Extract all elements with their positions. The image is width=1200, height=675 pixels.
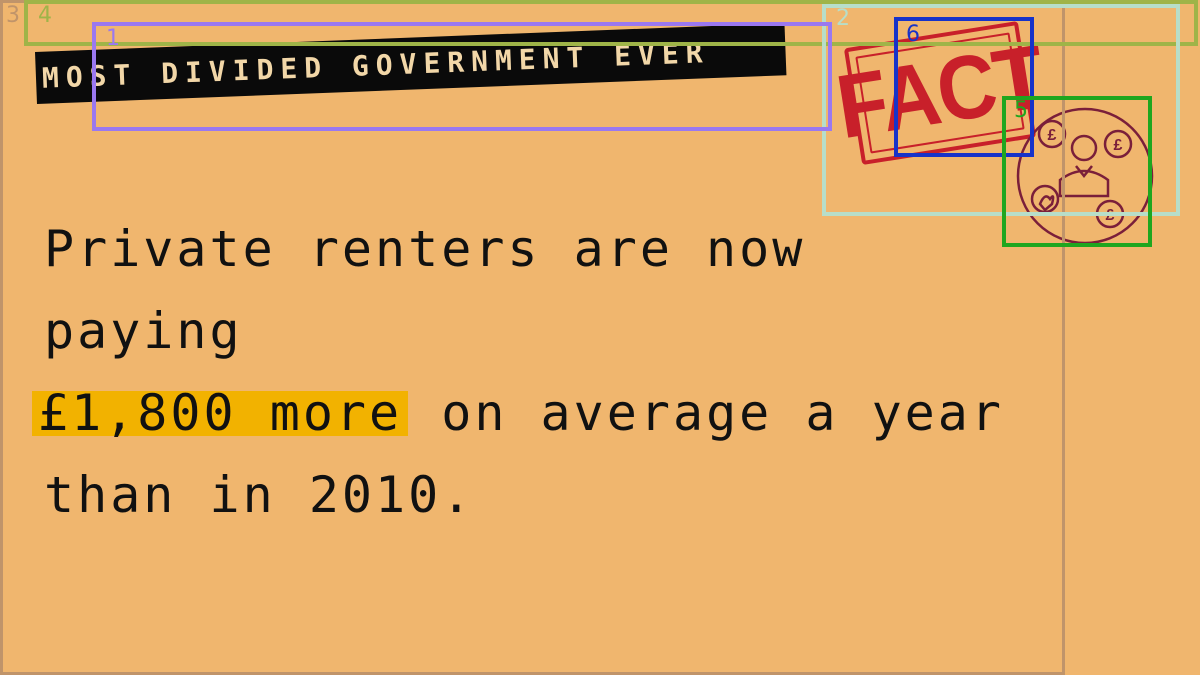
annotation-box-4 <box>24 0 1198 46</box>
annotation-label-5: 5 <box>1014 98 1028 123</box>
fact-text-before: Private renters are now paying <box>44 220 806 360</box>
annotation-label-6: 6 <box>906 22 920 47</box>
annotation-label-3: 3 <box>6 3 20 28</box>
svg-text:£: £ <box>1114 137 1123 154</box>
annotation-box-1 <box>92 22 832 131</box>
annotation-box-5 <box>1002 96 1152 247</box>
svg-text:£: £ <box>1048 127 1057 144</box>
annotation-label-1: 1 <box>106 26 120 51</box>
fact-text-after: on average a year than in 2010. <box>44 384 1004 524</box>
annotation-box-6 <box>894 17 1034 157</box>
fact-highlight: £1,800 more <box>32 384 409 442</box>
fact-statement: Private renters are now paying £1,800 mor… <box>32 208 1004 536</box>
annotation-box-2 <box>822 4 1180 216</box>
annotation-label-2: 2 <box>836 6 850 31</box>
annotation-label-4: 4 <box>38 3 52 28</box>
